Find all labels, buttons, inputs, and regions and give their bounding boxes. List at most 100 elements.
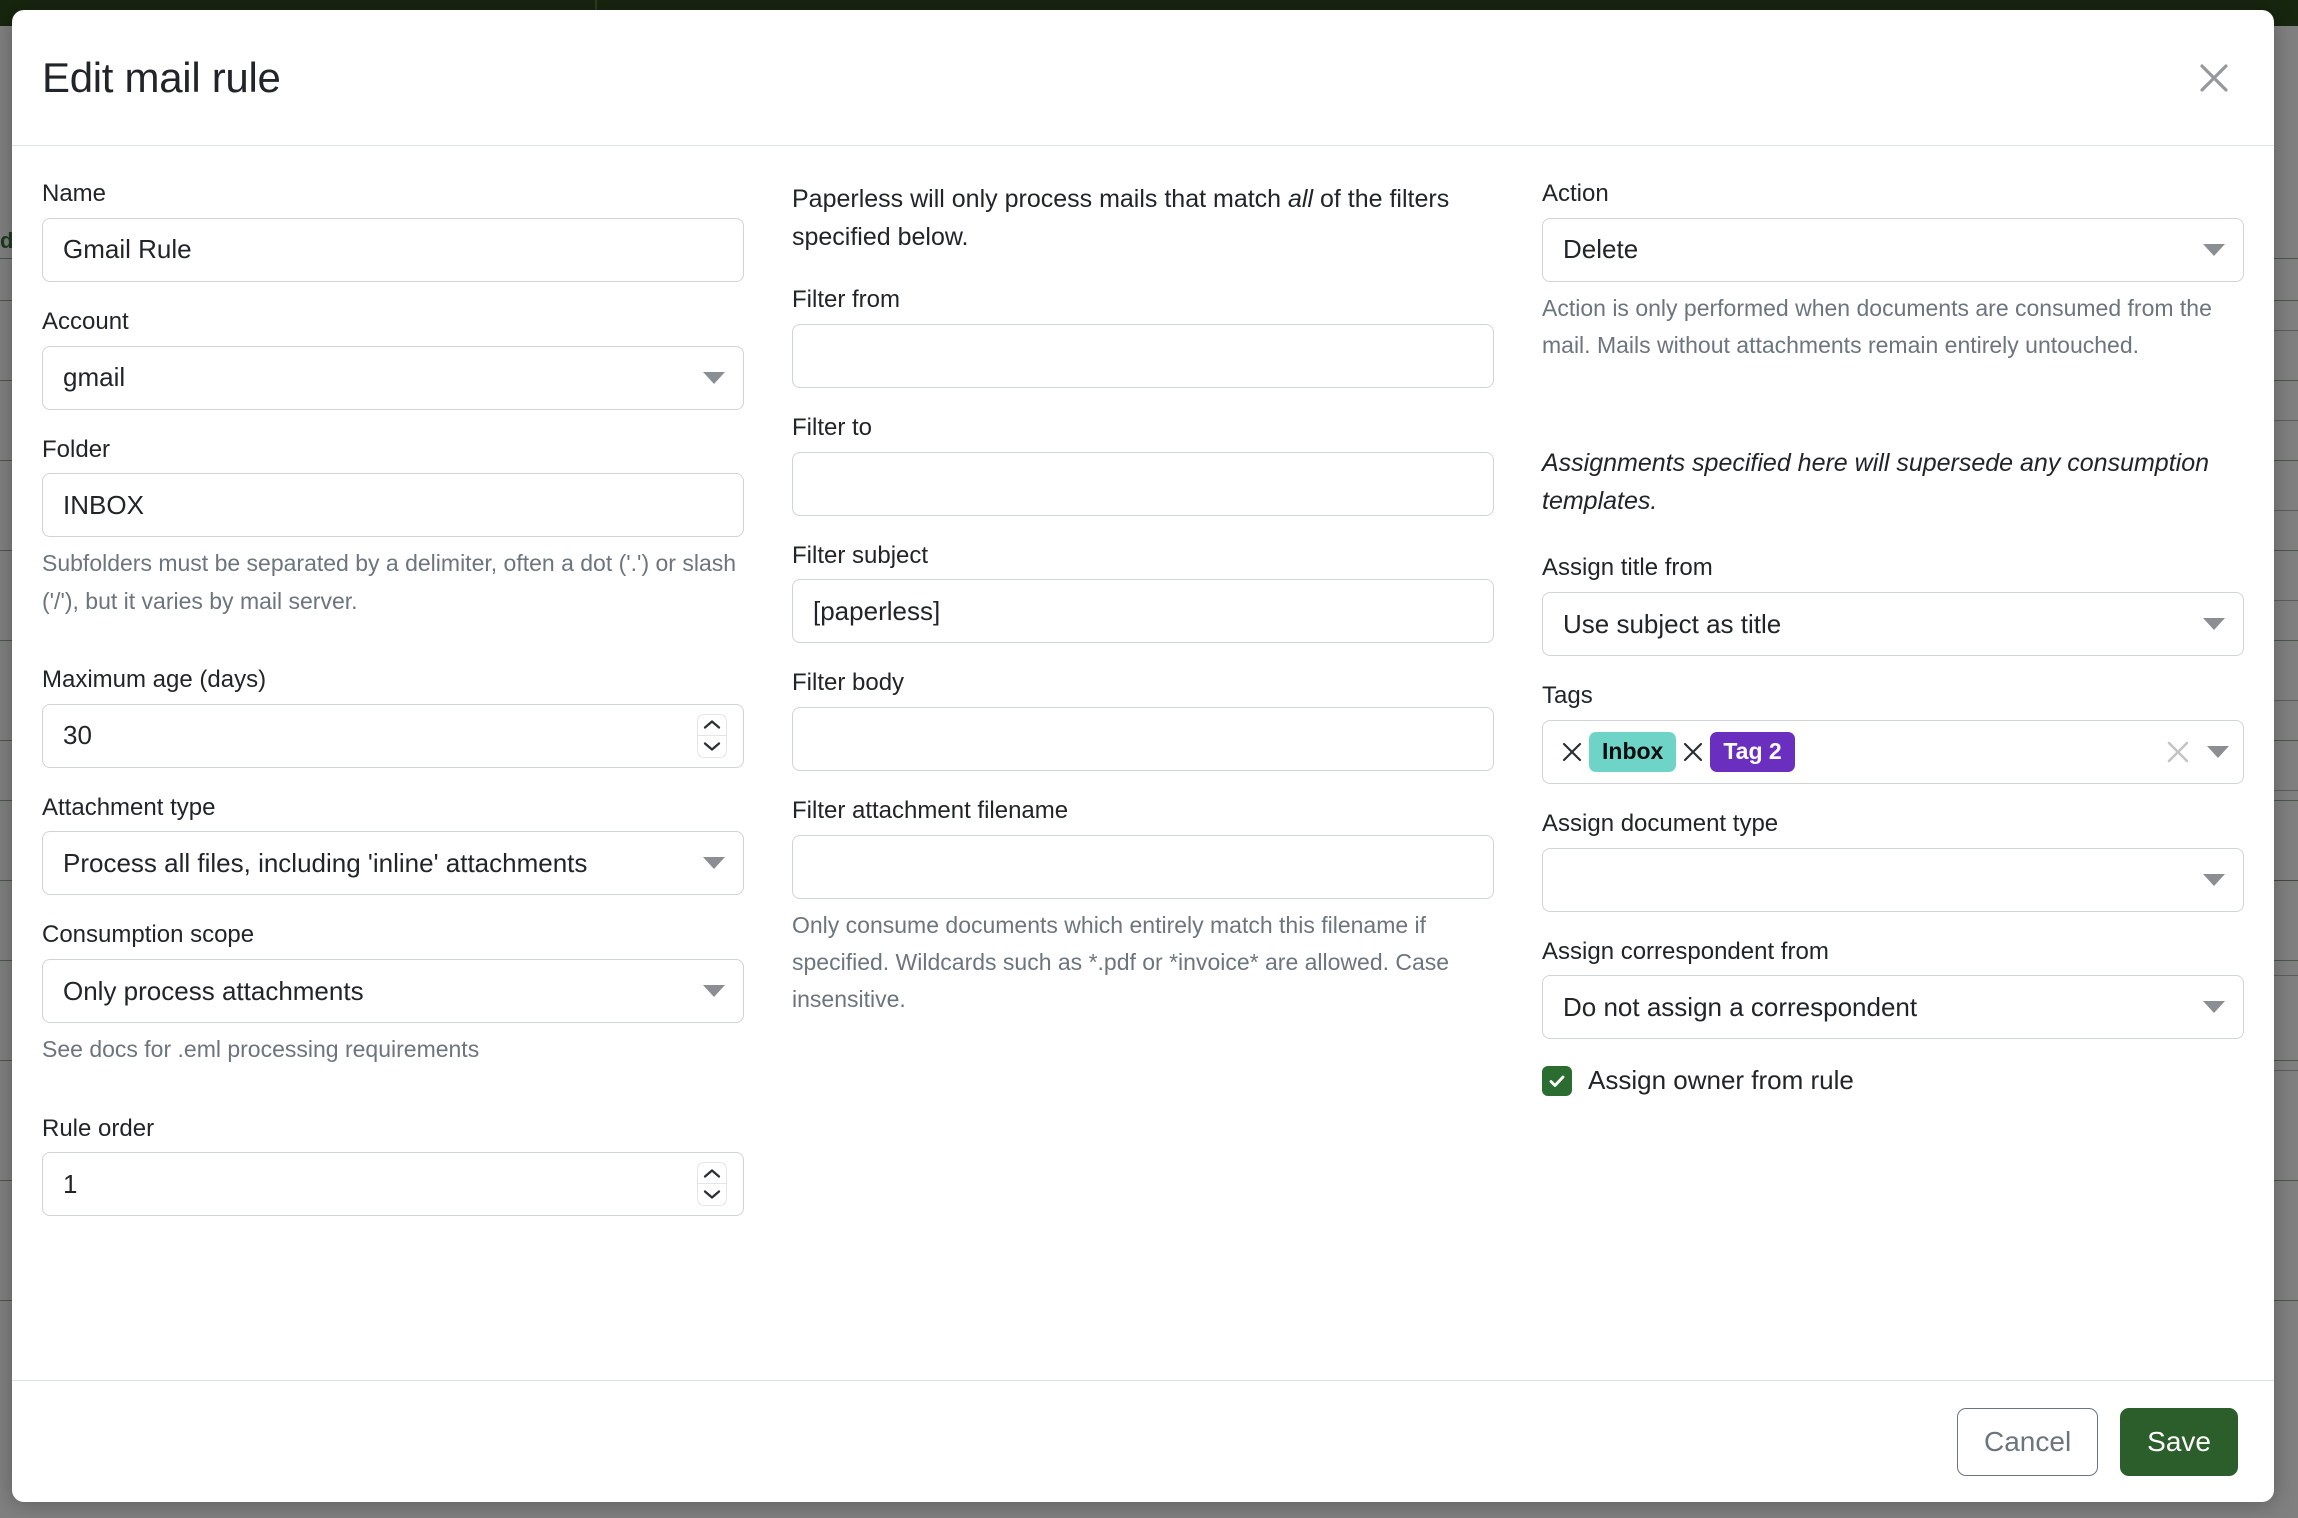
field-filter-from: Filter from [792,286,1494,388]
dialog-body: Name Gmail Rule Account gmail Folder INB… [12,146,2274,1380]
tag-chip[interactable]: Tag 2 [1710,731,1795,772]
action-label: Action [1542,180,1609,207]
filter-subject-label: Filter subject [792,541,929,569]
assign-owner-label: Assign owner from rule [1588,1065,1854,1096]
assign-owner-checkbox[interactable] [1542,1065,1572,1096]
field-consumption-scope: Consumption scope Only process attachmen… [42,921,744,1068]
clear-tags-icon[interactable] [2163,737,2193,767]
chevron-down-icon [2203,618,2225,631]
tag-chip[interactable]: Inbox [1589,731,1677,772]
filters-intro-before: Paperless will only process mails that m… [792,185,1289,213]
name-input[interactable]: Gmail Rule [42,217,744,282]
filter-body-input[interactable] [792,707,1494,772]
chevron-down-icon [2203,873,2225,886]
save-button[interactable]: Save [2120,1407,2238,1476]
field-account: Account gmail [42,308,744,410]
name-input-value: Gmail Rule [63,234,192,265]
tags-controls [2163,737,2229,767]
assign-correspondent-from-select[interactable]: Do not assign a correspondent [1542,975,2244,1040]
field-assign-document-type: Assign document type [1542,810,2244,912]
field-filter-to: Filter to [792,414,1494,516]
assign-title-from-label: Assign title from [1542,554,1713,582]
assign-correspondent-from-label: Assign correspondent from [1542,937,1829,965]
rule-order-stepper[interactable]: 1 [42,1152,744,1217]
filter-body-label: Filter body [792,669,905,697]
field-attachment-type: Attachment type Process all files, inclu… [42,794,744,896]
folder-hint: Subfolders must be separated by a delimi… [42,550,737,614]
assignments-note: Assignments specified here will supersed… [1542,449,2210,516]
field-filter-subject: Filter subject [paperless] [792,542,1494,644]
consumption-scope-label: Consumption scope [42,921,255,949]
field-filter-body: Filter body [792,669,1494,772]
cancel-button[interactable]: Cancel [1957,1407,2099,1476]
field-assign-correspondent-from: Assign correspondent from Do not assign … [1542,938,2244,1040]
assign-title-from-select[interactable]: Use subject as title [1542,592,2244,657]
stepper-down-icon[interactable] [698,736,726,757]
consumption-scope-value: Only process attachments [63,975,364,1006]
folder-input[interactable]: INBOX [42,473,744,538]
filter-attachment-filename-hint: Only consume documents which entirely ma… [792,911,1450,1013]
filter-to-input[interactable] [792,451,1494,516]
rule-order-value: 1 [63,1168,78,1199]
field-folder: Folder INBOX Subfolders must be separate… [42,436,744,620]
folder-label: Folder [42,435,111,463]
filters-intro-emphasis: all [1288,185,1314,213]
filter-subject-value: [paperless] [813,595,941,626]
filter-attachment-filename-input[interactable] [792,834,1494,899]
left-column: Name Gmail Rule Account gmail Folder INB… [42,180,744,1380]
account-label: Account [42,307,129,335]
assign-document-type-label: Assign document type [1542,809,1779,837]
filters-intro-after: of the filters specified below. [792,185,1450,251]
account-select-value: gmail [63,362,126,393]
number-spinner[interactable] [697,1162,727,1207]
action-hint: Action is only performed when documents … [1542,294,2212,359]
number-spinner[interactable] [697,713,727,758]
stepper-up-icon[interactable] [698,715,726,736]
remove-tag-icon[interactable] [1555,732,1589,772]
tags-input[interactable]: Inbox Tag 2 [1542,719,2244,784]
assign-document-type-select[interactable] [1542,847,2244,912]
maximum-age-value: 30 [63,720,92,751]
name-label: Name [42,180,107,207]
chevron-down-icon [703,985,725,998]
maximum-age-label: Maximum age (days) [42,665,267,693]
field-name: Name Gmail Rule [42,180,744,282]
field-filter-attachment-filename: Filter attachment filename Only consume … [792,797,1494,1019]
tag-chip-list: Inbox Tag 2 [1555,731,1795,772]
field-assign-owner: Assign owner from rule [1542,1065,2244,1096]
attachment-type-select[interactable]: Process all files, including 'inline' at… [42,831,744,896]
chevron-down-icon[interactable] [2207,745,2229,758]
dialog-footer: Cancel Save [12,1380,2274,1502]
remove-tag-icon[interactable] [1676,732,1710,772]
dialog-header: Edit mail rule [12,10,2274,146]
right-column: Action Delete Action is only performed w… [1542,180,2244,1380]
check-icon [1549,1075,1565,1087]
chevron-down-icon [703,857,725,870]
page-title: Edit mail rule [42,53,281,101]
action-select-value: Delete [1563,234,1639,265]
account-select[interactable]: gmail [42,345,744,410]
field-maximum-age: Maximum age (days) 30 [42,666,744,768]
filter-subject-input[interactable]: [paperless] [792,579,1494,644]
rule-order-label: Rule order [42,1114,155,1142]
consumption-scope-select[interactable]: Only process attachments [42,959,744,1024]
filter-from-label: Filter from [792,286,900,313]
maximum-age-stepper[interactable]: 30 [42,703,744,768]
filters-intro: Paperless will only process mails that m… [792,180,1494,256]
stepper-up-icon[interactable] [698,1163,726,1185]
chevron-down-icon [703,371,725,384]
field-assign-title-from: Assign title from Use subject as title [1542,554,2244,657]
stepper-down-icon[interactable] [698,1184,726,1205]
folder-input-value: INBOX [63,489,144,520]
filter-from-input[interactable] [792,323,1494,388]
background-page-text: d [0,228,15,253]
field-rule-order: Rule order 1 [42,1115,744,1217]
field-action: Action Delete Action is only performed w… [1542,180,2244,364]
assign-correspondent-from-value: Do not assign a correspondent [1563,991,1918,1022]
middle-column: Paperless will only process mails that m… [792,180,1494,1380]
chevron-down-icon [2203,243,2225,256]
attachment-type-value: Process all files, including 'inline' at… [63,847,588,878]
action-select[interactable]: Delete [1542,217,2244,282]
assign-title-from-value: Use subject as title [1563,608,1782,639]
close-icon[interactable] [2186,50,2242,106]
